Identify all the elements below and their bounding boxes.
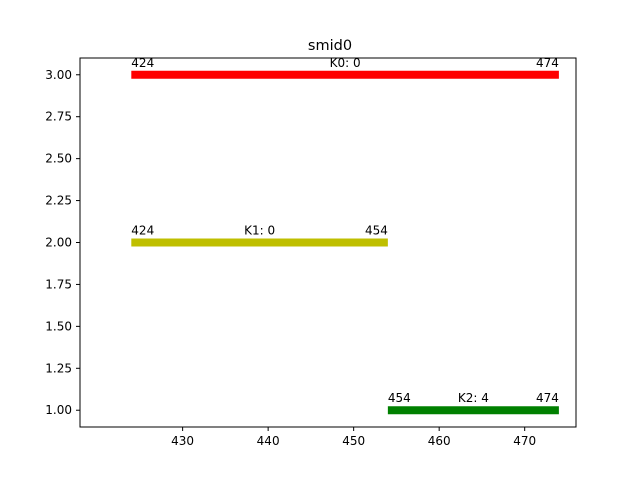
chart-title: smid0 <box>308 38 352 54</box>
x-tick-label: 440 <box>257 434 280 448</box>
y-tick-label: 1.75 <box>45 277 72 291</box>
x-tick-label: 470 <box>513 434 536 448</box>
segment-start-label: 454 <box>388 391 411 405</box>
plot-frame <box>79 57 577 428</box>
segment-end-label: 454 <box>365 224 388 238</box>
segment-start-label: 424 <box>131 224 154 238</box>
y-tick-label: 3.00 <box>45 68 72 82</box>
y-tick-label: 2.75 <box>45 110 72 124</box>
y-tick-label: 1.25 <box>45 361 72 375</box>
x-tick-label: 430 <box>171 434 194 448</box>
y-tick-label: 1.50 <box>45 319 72 333</box>
segment-end-label: 474 <box>536 56 559 70</box>
segment-name-label: K1: 0 <box>244 224 275 238</box>
y-tick-label: 2.50 <box>45 152 72 166</box>
segment-name-label: K2: 4 <box>458 391 489 405</box>
x-tick-label: 460 <box>428 434 451 448</box>
segment-name-label: K0: 0 <box>330 56 361 70</box>
segment-end-label: 474 <box>536 391 559 405</box>
segment-start-label: 424 <box>131 56 154 70</box>
x-tick-label: 450 <box>342 434 365 448</box>
y-tick-label: 2.00 <box>45 236 72 250</box>
plot-area: 430 440 450 460 470 1.00 1.25 1.50 1.75 2.00 2.25 2… <box>45 56 559 448</box>
y-tick-label: 1.00 <box>45 403 72 417</box>
y-tick-label: 2.25 <box>45 194 72 208</box>
